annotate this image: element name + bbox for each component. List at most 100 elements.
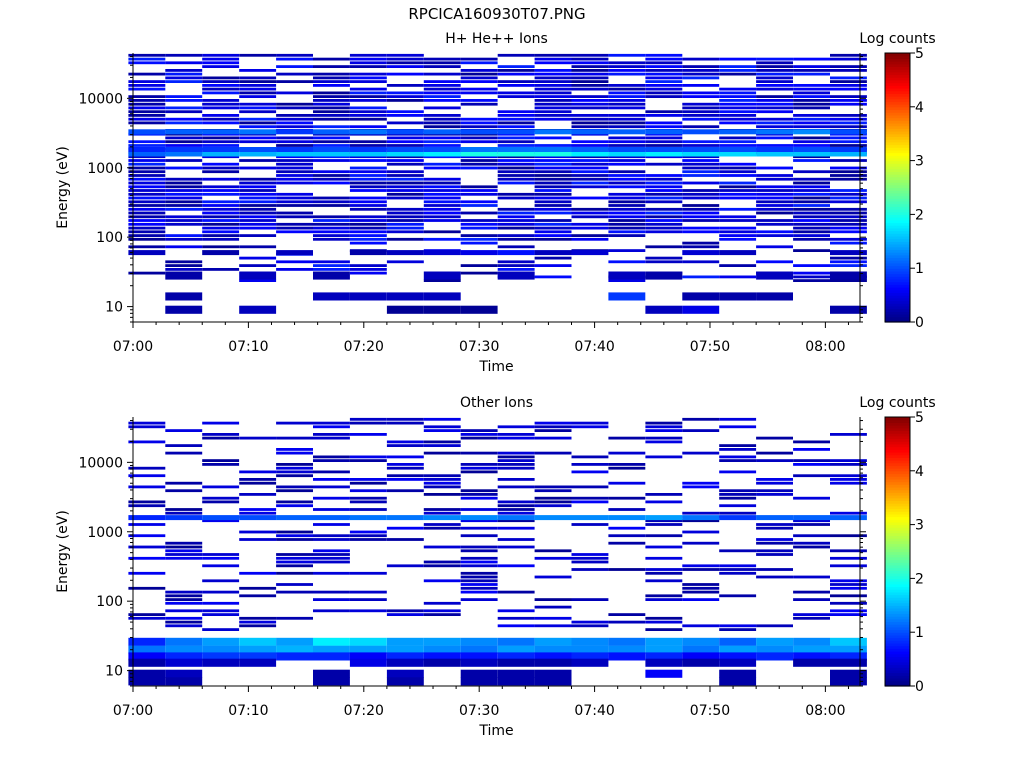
spectrogram-cell [645, 455, 683, 459]
spectrogram-cell [276, 260, 313, 264]
colorbar-step [885, 165, 910, 170]
spectrogram-band-cell [608, 147, 646, 152]
spectrogram-cell [793, 189, 830, 192]
spectrogram-cell [830, 463, 867, 466]
spectrogram-cell [793, 91, 830, 95]
spectrogram-cell [423, 219, 461, 222]
colorbar-step [885, 85, 910, 89]
spectrogram-cell [165, 264, 203, 267]
colorbar-step [885, 190, 910, 194]
spectrogram-cell [571, 485, 609, 489]
colorbar-step [885, 125, 910, 129]
spectrogram-cell [497, 463, 535, 466]
spectrogram-band-cell [386, 658, 424, 667]
spectrogram-cell [534, 144, 572, 147]
spectrogram-cell [239, 470, 277, 474]
spectrogram-cell [830, 80, 867, 83]
colorbar-step [885, 160, 910, 164]
spectrogram-cell [165, 80, 203, 83]
spectrogram-cell [793, 84, 830, 87]
spectrogram-cell [497, 144, 535, 147]
spectrogram-cell [386, 609, 424, 613]
spectrogram-cell [645, 571, 683, 575]
spectrogram-cell [793, 211, 830, 215]
spectrogram-cell [571, 121, 609, 125]
spectrogram-cell [460, 87, 498, 91]
spectrogram-band-cell [128, 669, 166, 678]
spectrogram-band-cell [202, 129, 240, 135]
spectrogram-cell [460, 102, 498, 106]
spectrogram-cell [202, 87, 240, 91]
spectrogram-cell [276, 616, 313, 620]
spectrogram-band-cell [313, 271, 350, 280]
x-tick-label: 07:40 [574, 339, 614, 355]
spectrogram-cell [793, 185, 830, 189]
spectrogram-band-cell [386, 645, 424, 654]
spectrogram-band-cell [534, 147, 572, 152]
spectrogram-cell [460, 433, 498, 436]
colorbar-label: Log counts [859, 395, 935, 411]
spectrogram-cell [202, 219, 240, 222]
spectrogram-cell [239, 222, 277, 226]
colorbar-step [885, 648, 910, 652]
spectrogram-cell [128, 87, 166, 91]
spectrogram-cell [830, 549, 867, 553]
spectrogram-cell [830, 177, 867, 181]
spectrogram-cell [645, 155, 683, 159]
spectrogram-band-cell [165, 669, 203, 678]
spectrogram-cell [830, 144, 867, 147]
colorbar-step [885, 524, 910, 528]
spectrogram-cell [830, 556, 867, 560]
spectrogram-cell [497, 245, 535, 249]
spectrogram-cell [202, 500, 240, 504]
spectrogram-cell [608, 260, 646, 264]
spectrogram-cell [830, 200, 867, 204]
spectrogram-cell [349, 226, 387, 230]
spectrogram-cell [349, 110, 387, 114]
spectrogram-cell [239, 571, 277, 575]
spectrogram-cell [386, 159, 424, 162]
spectrogram-band-cell [313, 151, 350, 157]
spectrogram-cell [165, 192, 203, 196]
spectrogram-band-cell [460, 151, 498, 157]
spectrogram-cell [608, 136, 646, 140]
spectrogram-band-cell [349, 637, 387, 646]
spectrogram-cell [608, 219, 646, 222]
colorbar-step [885, 546, 910, 550]
x-tick-label: 07:00 [113, 339, 153, 355]
spectrogram-cell [386, 57, 424, 61]
spectrogram-cell [239, 508, 277, 511]
spectrogram-cell [202, 76, 240, 80]
spectrogram-cell [719, 455, 757, 459]
spectrogram-cell [645, 545, 683, 549]
spectrogram-cell [645, 110, 683, 114]
spectrogram-cell [165, 616, 203, 620]
spectrogram-band-cell [830, 645, 867, 654]
spectrogram-cell [719, 91, 757, 95]
spectrogram-cell [571, 222, 609, 226]
spectrogram-cell [128, 192, 166, 196]
colorbar-step [885, 497, 910, 501]
spectrogram-cell [202, 485, 240, 489]
spectrogram-cell [349, 114, 387, 117]
spectrogram-cell [497, 564, 535, 568]
spectrogram-band-cell [165, 147, 203, 152]
spectrogram-cell [202, 564, 240, 568]
spectrogram-cell [830, 166, 867, 170]
colorbar-step [885, 198, 910, 202]
colorbar-step [885, 578, 910, 582]
spectrogram-cell [386, 61, 424, 65]
spectrogram-cell [423, 192, 461, 196]
spectrogram-cell [719, 117, 757, 121]
spectrogram-cell [608, 481, 646, 485]
spectrogram-cell [349, 155, 387, 159]
spectrogram-cell [313, 556, 350, 560]
spectrogram-cell [386, 196, 424, 200]
colorbar-step [885, 591, 910, 596]
spectrogram-cell [202, 53, 240, 57]
spectrogram-cell [276, 159, 313, 162]
spectrogram-band-cell [793, 515, 830, 521]
spectrogram-band-cell [830, 305, 867, 314]
spectrogram-cell [202, 140, 240, 144]
spectrogram-cell [608, 534, 646, 538]
